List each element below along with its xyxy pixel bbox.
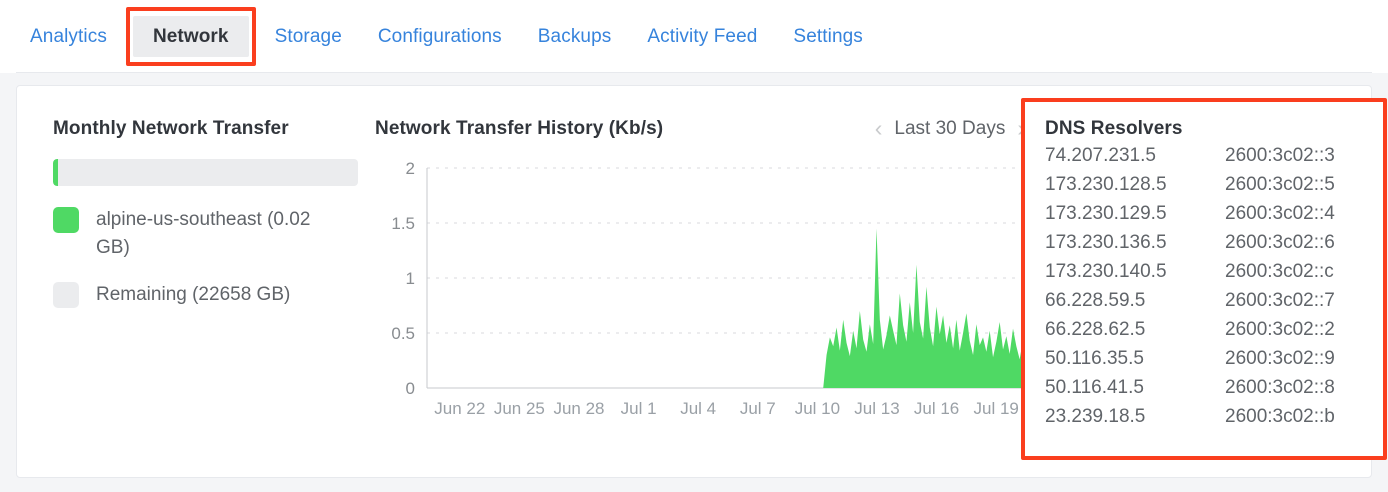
network-card: Monthly Network Transfer alpine-us-south… xyxy=(16,85,1387,478)
legend-item: Remaining (22658 GB) xyxy=(53,281,373,309)
transfer-area-series xyxy=(427,228,1023,388)
dns-resolver-ipv4: 23.239.18.5 xyxy=(1045,405,1146,427)
dns-resolver-ipv6: 2600:3c02::6 xyxy=(1225,231,1335,253)
dns-resolver-ipv6: 2600:3c02::2 xyxy=(1225,318,1335,340)
dns-resolver-ipv4: 173.230.128.5 xyxy=(1045,173,1167,195)
dns-resolver-row: 23.239.18.5 2600:3c02::b xyxy=(1045,403,1383,432)
tab-backups[interactable]: Backups xyxy=(520,27,630,46)
legend-swatch-used xyxy=(53,207,79,233)
dns-resolver-ipv4: 66.228.59.5 xyxy=(1045,289,1146,311)
tab-bar: Analytics Network Storage Configurations Bac… xyxy=(0,0,1388,73)
dns-resolver-row: 50.116.41.5 2600:3c02::8 xyxy=(1045,374,1383,403)
dns-resolver-ipv4: 74.207.231.5 xyxy=(1045,145,1156,166)
dns-resolver-ipv6: 2600:3c02::4 xyxy=(1225,202,1335,224)
chart-header: Network Transfer History (Kb/s) ‹ Last 3… xyxy=(375,117,1025,144)
dns-resolver-ipv6: 2600:3c02::b xyxy=(1225,405,1335,427)
dns-resolver-row: 173.230.136.5 2600:3c02::6 xyxy=(1045,229,1383,258)
dns-resolver-ipv6: 2600:3c02::9 xyxy=(1225,347,1335,369)
dns-resolver-ipv6: 2600:3c02::5 xyxy=(1225,173,1335,195)
y-axis-tick-label: 1.5 xyxy=(391,214,415,233)
tab-network[interactable]: Network xyxy=(132,16,249,57)
dns-resolver-ipv6: 2600:3c02::8 xyxy=(1225,376,1335,398)
date-range-label: Last 30 Days xyxy=(894,117,1006,139)
active-tab-highlight: Network xyxy=(125,7,256,66)
dns-resolver-ipv4: 173.230.140.5 xyxy=(1045,260,1167,282)
y-axis-tick-label: 1 xyxy=(406,269,415,288)
dns-resolver-row: 173.230.140.5 2600:3c02::c xyxy=(1045,258,1383,287)
tab-settings[interactable]: Settings xyxy=(775,27,880,46)
transfer-progress-fill xyxy=(53,159,58,186)
x-axis-tick-label: Jul 4 xyxy=(680,399,716,418)
dns-resolver-ipv6: 2600:3c02::7 xyxy=(1225,289,1335,311)
dns-resolver-row: 173.230.128.5 2600:3c02::5 xyxy=(1045,171,1383,200)
x-axis-tick-label: Jul 10 xyxy=(795,399,840,418)
dns-resolver-row: 173.230.129.5 2600:3c02::4 xyxy=(1045,200,1383,229)
dns-resolver-ipv6: 2600:3c02::c xyxy=(1225,260,1334,282)
x-axis-tick-label: Jun 22 xyxy=(434,399,485,418)
dns-resolver-row: 50.116.35.5 2600:3c02::9 xyxy=(1045,345,1383,374)
tab-analytics[interactable]: Analytics xyxy=(0,27,125,46)
dns-resolvers-list: 74.207.231.5 2600:3c02::3 173.230.128.5 260… xyxy=(1045,142,1383,432)
chart-title: Network Transfer History (Kb/s) xyxy=(375,118,664,139)
tab-configurations[interactable]: Configurations xyxy=(360,27,520,46)
date-range-nav: ‹ Last 30 Days › xyxy=(875,117,1025,140)
legend-item: alpine-us-southeast (0.02 GB) xyxy=(53,206,373,261)
network-transfer-history-panel: Network Transfer History (Kb/s) ‹ Last 3… xyxy=(375,117,1025,430)
monthly-transfer-title: Monthly Network Transfer xyxy=(53,118,289,139)
x-axis-tick-label: Jul 16 xyxy=(914,399,959,418)
transfer-history-svg: 0 0.5 1 1.5 2 Jun 22 Jun 25 Jun 28 Jul 1 Jul 4 Jul… xyxy=(391,159,1023,418)
x-axis-tick-label: Jul 19 xyxy=(973,399,1018,418)
dns-resolver-row: 66.228.59.5 2600:3c02::7 xyxy=(1045,287,1383,316)
legend-label-remaining: Remaining (22658 GB) xyxy=(96,284,291,306)
dns-resolver-ipv4: 66.228.62.5 xyxy=(1045,318,1146,340)
dns-resolvers-title: DNS Resolvers xyxy=(1045,118,1183,139)
monthly-network-transfer-panel: Monthly Network Transfer alpine-us-south… xyxy=(53,118,373,309)
legend-swatch-remaining xyxy=(53,282,79,309)
chart-plot-area[interactable]: 0 0.5 1 1.5 2 Jun 22 Jun 25 Jun 28 Jul 1 Jul 4 Jul… xyxy=(375,158,1025,430)
y-axis-tick-label: 0 xyxy=(406,379,415,398)
dns-resolver-row: 66.228.62.5 2600:3c02::2 xyxy=(1045,316,1383,345)
x-axis-tick-label: Jul 7 xyxy=(740,399,776,418)
dns-resolver-ipv4: 50.116.35.5 xyxy=(1045,347,1144,369)
tab-storage[interactable]: Storage xyxy=(257,27,360,46)
y-axis-tick-label: 0.5 xyxy=(391,324,415,343)
x-axis-tick-label: Jul 1 xyxy=(621,399,657,418)
x-axis-tick-label: Jun 25 xyxy=(494,399,545,418)
dns-resolver-ipv4: 173.230.129.5 xyxy=(1045,202,1167,224)
x-axis-tick-label: Jul 13 xyxy=(854,399,899,418)
dns-resolver-ipv4: 50.116.41.5 xyxy=(1045,376,1144,398)
y-axis-tick-label: 2 xyxy=(406,159,415,178)
dns-resolver-row: 74.207.231.5 2600:3c02::3 xyxy=(1045,142,1383,171)
x-axis-tick-label: Jun 28 xyxy=(553,399,604,418)
tab-activity-feed[interactable]: Activity Feed xyxy=(629,27,775,46)
dns-resolver-ipv6: 2600:3c02::3 xyxy=(1225,145,1335,166)
transfer-progress-bar xyxy=(53,159,358,186)
dns-resolver-ipv4: 173.230.136.5 xyxy=(1045,231,1167,253)
chevron-left-icon[interactable]: ‹ xyxy=(874,115,883,141)
legend-label-used: alpine-us-southeast (0.02 GB) xyxy=(96,209,311,258)
